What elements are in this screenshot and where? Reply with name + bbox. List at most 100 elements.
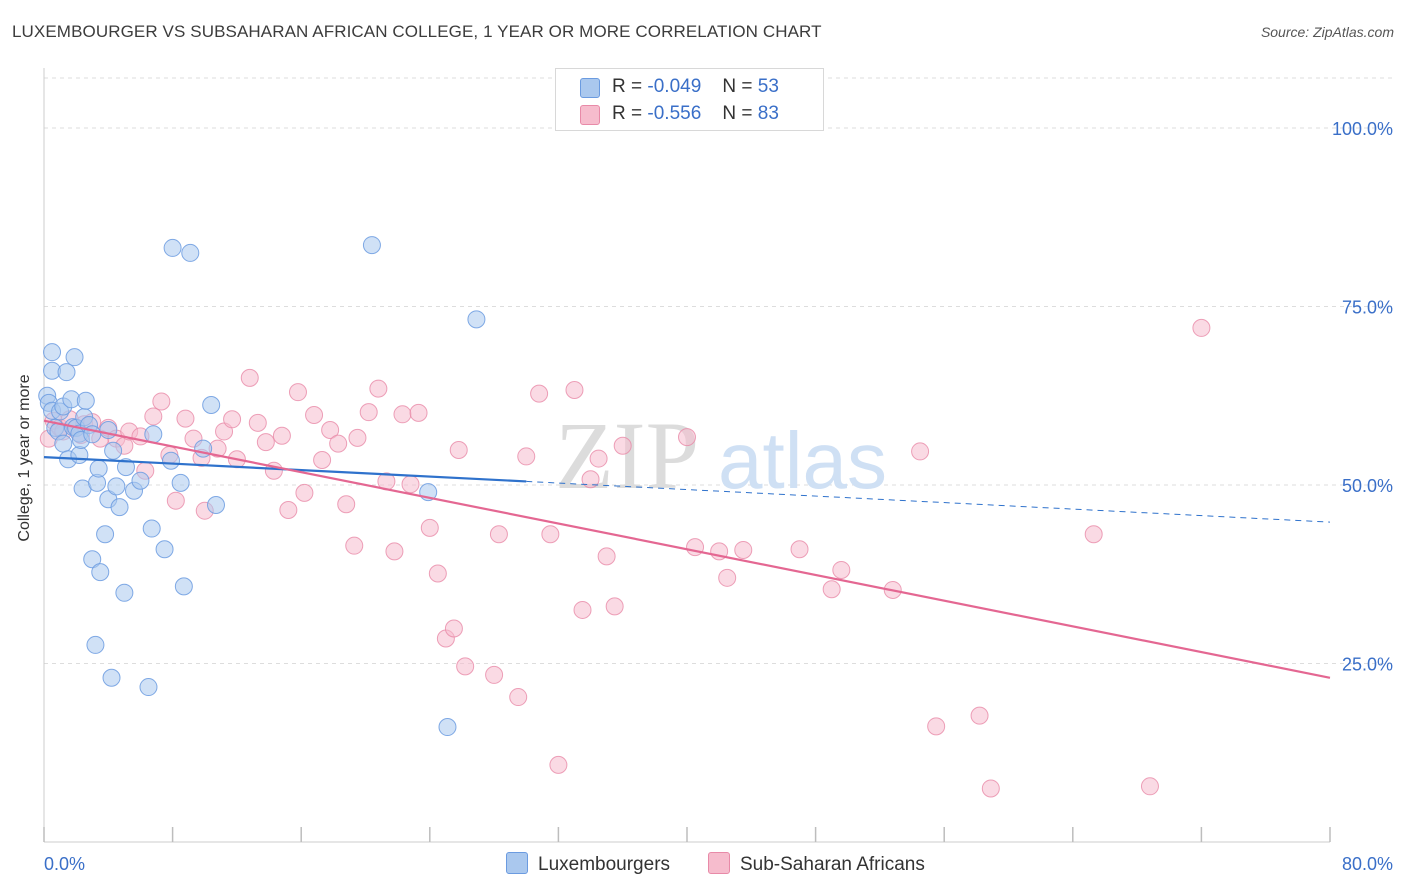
data-point-sub-saharan-africans (1084, 525, 1103, 544)
data-point-sub-saharan-africans (313, 451, 332, 469)
points-sub-saharan-africans (39, 318, 1211, 798)
data-point-luxembourgers (144, 425, 163, 444)
data-point-sub-saharan-africans (970, 706, 989, 725)
watermark-atlas: atlas (718, 416, 887, 505)
x-tick-label: 0.0% (44, 854, 85, 874)
axes (43, 68, 1331, 843)
data-point-sub-saharan-africans (613, 436, 632, 455)
legend-r-value-sub-saharan-africans: -0.556 (647, 103, 702, 124)
data-point-luxembourgers (438, 718, 457, 737)
data-point-sub-saharan-africans (345, 536, 364, 555)
data-point-sub-saharan-africans (393, 405, 412, 424)
data-point-luxembourgers (57, 363, 76, 382)
data-point-sub-saharan-africans (573, 600, 592, 619)
legend-swatch-blue (580, 78, 600, 98)
data-point-luxembourgers (174, 577, 193, 596)
data-point-sub-saharan-africans (272, 426, 291, 445)
data-point-sub-saharan-africans (678, 428, 696, 447)
data-point-sub-saharan-africans (456, 657, 475, 676)
data-point-sub-saharan-africans (176, 409, 195, 428)
y-tick-label: 100.0% (1332, 119, 1393, 139)
data-point-sub-saharan-africans (321, 421, 340, 440)
data-point-sub-saharan-africans (428, 564, 447, 583)
data-point-sub-saharan-africans (240, 368, 259, 387)
data-point-luxembourgers (467, 310, 486, 329)
bottom-legend-label-luxembourgers: Luxembourgers (538, 854, 671, 875)
data-point-luxembourgers (163, 238, 182, 257)
data-point-sub-saharan-africans (369, 379, 388, 398)
legend-n-label: N = (722, 76, 753, 97)
source-credit: Source: ZipAtlas.com (1260, 24, 1394, 40)
data-point-sub-saharan-africans (385, 542, 404, 561)
data-point-luxembourgers (161, 451, 180, 470)
data-point-sub-saharan-africans (329, 434, 348, 453)
data-point-sub-saharan-africans (509, 688, 528, 707)
legend-n-value-luxembourgers: 53 (757, 76, 779, 97)
data-point-luxembourgers (116, 458, 135, 477)
data-point-sub-saharan-africans (790, 540, 809, 559)
bottom-legend-swatch-blue (506, 852, 528, 874)
data-point-luxembourgers (110, 498, 129, 517)
data-point-sub-saharan-africans (295, 483, 314, 502)
trend-line-luxembourgers-projected (526, 480, 1331, 523)
data-point-sub-saharan-africans (565, 381, 584, 400)
y-tick-label: 75.0% (1342, 297, 1393, 317)
data-point-luxembourgers (43, 343, 62, 362)
data-point-sub-saharan-africans (420, 518, 439, 537)
data-point-sub-saharan-africans (337, 495, 356, 514)
legend-r-label: R = (612, 103, 643, 124)
data-point-sub-saharan-africans (1140, 777, 1159, 796)
data-point-sub-saharan-africans (489, 525, 508, 544)
trend-lines (43, 419, 1331, 679)
bottom-legend-label-sub-saharan-africans: Sub-Saharan Africans (740, 854, 925, 875)
legend-n-value-sub-saharan-africans: 83 (757, 103, 779, 124)
bottom-legend-sub-saharan-africans[interactable]: Sub-Saharan Africans (708, 852, 925, 876)
data-point-sub-saharan-africans (927, 717, 946, 736)
data-point-sub-saharan-africans (832, 560, 851, 579)
data-point-sub-saharan-africans (581, 470, 600, 489)
data-point-luxembourgers (91, 563, 110, 582)
data-point-sub-saharan-africans (359, 403, 378, 422)
data-point-sub-saharan-africans (541, 525, 560, 544)
data-point-luxembourgers (76, 391, 95, 410)
data-point-sub-saharan-africans (734, 540, 753, 559)
data-point-sub-saharan-africans (401, 475, 420, 494)
data-point-luxembourgers (171, 473, 190, 492)
legend-r-label: R = (612, 76, 643, 97)
points-luxembourgers (38, 236, 486, 737)
data-point-luxembourgers (207, 495, 226, 514)
data-point-sub-saharan-africans (597, 547, 616, 566)
watermark: ZIP atlas (555, 402, 887, 509)
legend-r-value-luxembourgers: -0.049 (647, 76, 702, 97)
chart-title: LUXEMBOURGER VS SUBSAHARAN AFRICAN COLLE… (12, 22, 822, 41)
data-point-luxembourgers (104, 441, 123, 460)
data-point-sub-saharan-africans (981, 779, 1000, 798)
bottom-legend-luxembourgers[interactable]: Luxembourgers (506, 852, 670, 876)
data-point-luxembourgers (362, 236, 381, 255)
bottom-legend-swatch-pink (708, 852, 730, 874)
data-point-sub-saharan-africans (822, 580, 841, 599)
data-point-luxembourgers (89, 459, 108, 478)
data-point-sub-saharan-africans (589, 449, 608, 468)
legend-swatch-pink (580, 105, 600, 125)
correlation-legend: R = -0.049 N = 53 R = -0.556 N = 83 (555, 68, 824, 131)
data-point-sub-saharan-africans (605, 597, 624, 616)
data-point-sub-saharan-africans (305, 406, 324, 425)
data-point-sub-saharan-africans (409, 403, 428, 422)
data-point-sub-saharan-africans (223, 410, 242, 429)
data-point-luxembourgers (96, 525, 115, 544)
data-point-luxembourgers (139, 678, 158, 697)
data-point-sub-saharan-africans (517, 447, 536, 466)
data-point-sub-saharan-africans (248, 413, 267, 432)
data-point-sub-saharan-africans (166, 491, 185, 510)
x-tick-label: 80.0% (1342, 854, 1393, 874)
data-point-luxembourgers (54, 434, 73, 453)
data-point-luxembourgers (102, 668, 121, 687)
data-point-luxembourgers (202, 396, 221, 415)
watermark-zip: ZIP (555, 402, 699, 509)
data-point-sub-saharan-africans (288, 383, 307, 402)
trend-line-sub-saharan-africans (43, 419, 1331, 679)
legend-n-label: N = (722, 103, 753, 124)
data-point-luxembourgers (155, 540, 174, 559)
